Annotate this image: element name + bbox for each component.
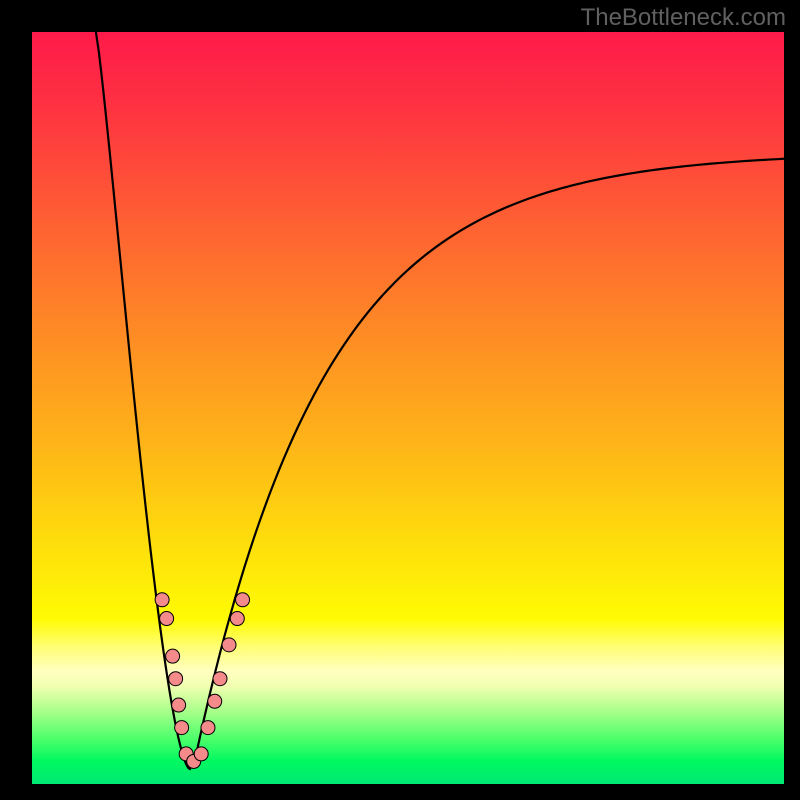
- data-marker: [172, 698, 186, 712]
- watermark-text: TheBottleneck.com: [581, 4, 786, 32]
- data-marker: [213, 672, 227, 686]
- data-marker: [166, 649, 180, 663]
- data-marker: [194, 747, 208, 761]
- data-marker: [201, 721, 215, 735]
- data-marker: [222, 638, 236, 652]
- bottleneck-curve: [32, 32, 784, 784]
- data-marker: [160, 612, 174, 626]
- curve-path: [96, 32, 784, 769]
- data-marker: [208, 694, 222, 708]
- plot-area: [32, 32, 784, 784]
- data-marker: [169, 672, 183, 686]
- data-marker: [230, 612, 244, 626]
- chart-root: TheBottleneck.com: [0, 0, 800, 800]
- data-marker: [155, 593, 169, 607]
- data-marker: [175, 721, 189, 735]
- data-marker: [236, 593, 250, 607]
